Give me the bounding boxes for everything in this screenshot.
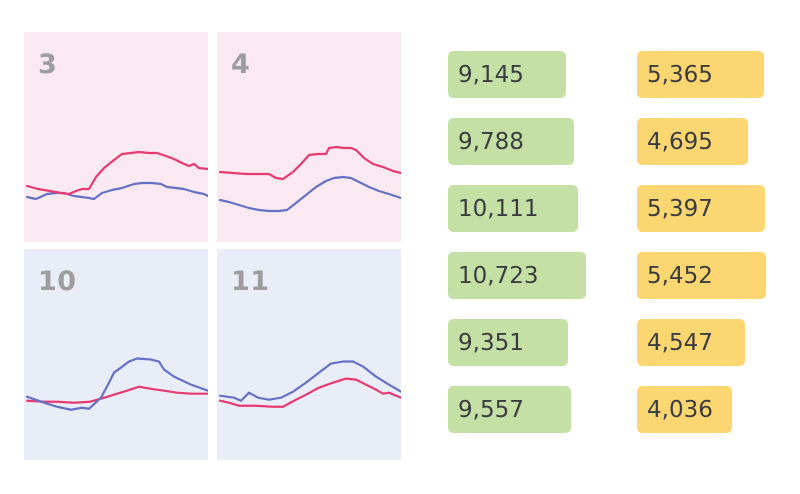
data-bar-value: 9,145 [458, 61, 524, 88]
blue-line-series [25, 357, 208, 411]
data-bar-value: 10,723 [458, 262, 539, 289]
blue-line-series [218, 175, 401, 213]
sparkline-panel-10: 10 [24, 249, 208, 460]
blue-line-series [218, 360, 401, 402]
pink-line-series [218, 145, 401, 181]
data-bar-value: 9,557 [458, 396, 524, 423]
yellow-data-bar: 5,365 [637, 51, 764, 98]
data-bar-value: 4,547 [647, 329, 713, 356]
panel-label: 4 [231, 49, 251, 80]
pink-line-series [218, 377, 401, 408]
sparkline-chart [218, 145, 401, 213]
green-data-bar: 10,111 [448, 185, 578, 232]
green-data-bar: 9,557 [448, 386, 571, 433]
green-data-bar: 9,351 [448, 319, 568, 366]
sparkline-panel-11: 11 [217, 249, 401, 460]
sparkline-chart [25, 357, 208, 411]
sparkline-panel-3: 3 [24, 32, 208, 242]
pink-line-series [25, 150, 208, 196]
yellow-data-bar: 4,036 [637, 386, 732, 433]
data-bar-value: 4,036 [647, 396, 713, 423]
green-data-bar: 9,145 [448, 51, 566, 98]
panel-label: 11 [231, 266, 270, 297]
yellow-data-bar: 4,695 [637, 118, 748, 165]
yellow-data-bar: 4,547 [637, 319, 745, 366]
data-bar-value: 9,351 [458, 329, 524, 356]
panel-label: 3 [38, 49, 58, 80]
green-data-bar: 10,723 [448, 252, 586, 299]
data-bar-value: 10,111 [458, 195, 539, 222]
yellow-data-bar: 5,397 [637, 185, 765, 232]
sparkline-panel-4: 4 [217, 32, 401, 242]
panel-label: 10 [38, 266, 77, 297]
data-bar-value: 5,397 [647, 195, 713, 222]
data-bar-value: 5,365 [647, 61, 713, 88]
pink-line-series [25, 385, 208, 404]
data-bar-value: 9,788 [458, 128, 524, 155]
green-data-bar: 9,788 [448, 118, 574, 165]
data-bar-value: 5,452 [647, 262, 713, 289]
sparkline-chart [25, 150, 208, 201]
sparkline-grid: 3 4 10 11 [24, 32, 401, 460]
yellow-data-bar: 5,452 [637, 252, 766, 299]
data-bar-value: 4,695 [647, 128, 713, 155]
sparkline-chart [218, 360, 401, 408]
